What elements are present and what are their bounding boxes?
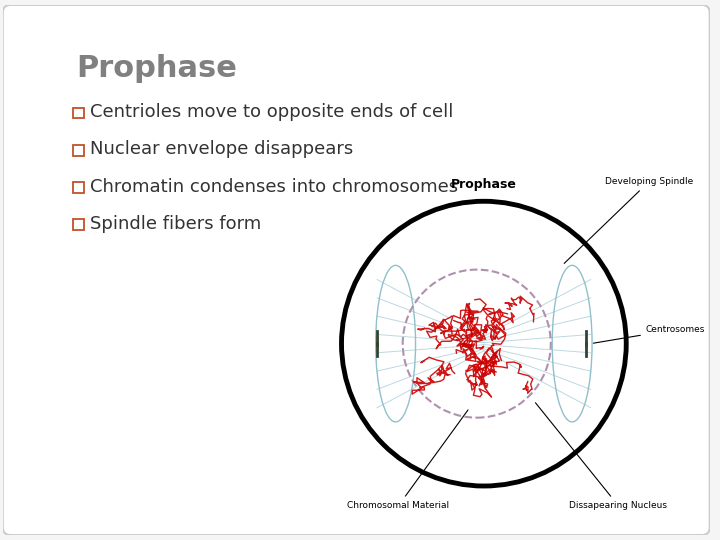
Text: Nuclear envelope disappears: Nuclear envelope disappears [90, 140, 354, 158]
Text: Prophase: Prophase [451, 178, 517, 192]
Text: Centrioles move to opposite ends of cell: Centrioles move to opposite ends of cell [90, 103, 454, 121]
Text: Prophase: Prophase [76, 54, 238, 83]
FancyBboxPatch shape [3, 5, 710, 535]
Text: Dissapearing Nucleus: Dissapearing Nucleus [536, 403, 667, 510]
Circle shape [341, 201, 626, 486]
Text: Chromosomal Material: Chromosomal Material [347, 410, 468, 510]
Text: Spindle fibers form: Spindle fibers form [90, 215, 261, 233]
Text: Developing Spindle: Developing Spindle [564, 177, 693, 264]
Text: Centrosomes: Centrosomes [593, 325, 706, 343]
Text: Chromatin condenses into chromosomes: Chromatin condenses into chromosomes [90, 178, 459, 195]
